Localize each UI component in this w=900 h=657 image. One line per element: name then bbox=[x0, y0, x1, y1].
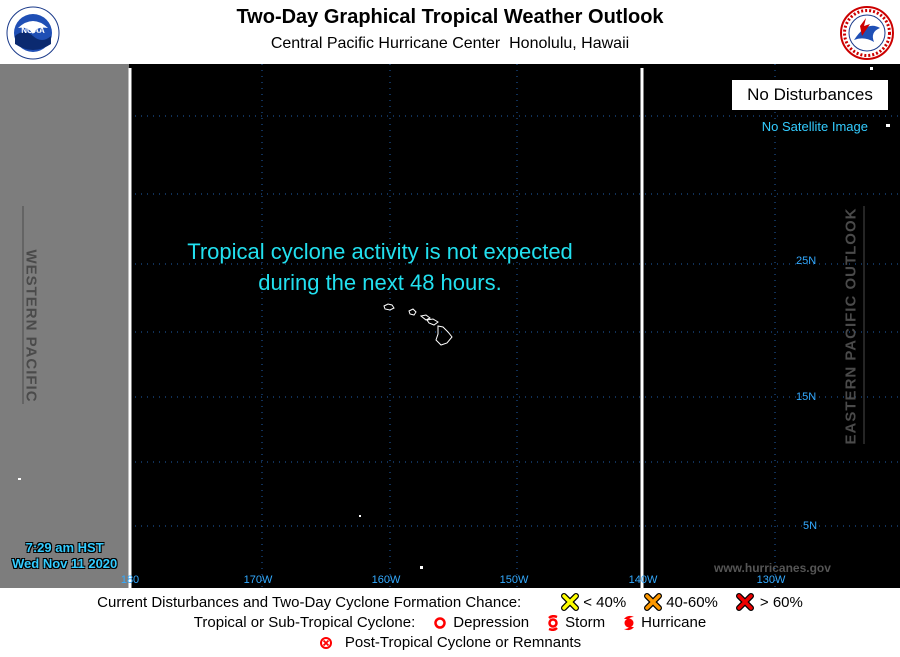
longitude-label-150w: 150W bbox=[499, 574, 529, 586]
longitude-label-170w: 170W bbox=[243, 574, 273, 586]
longitude-label-140w: 140W bbox=[628, 574, 658, 586]
storm-icon bbox=[548, 614, 559, 631]
longitude-label-130w: 130W bbox=[756, 574, 786, 586]
low-chance-x-icon bbox=[561, 593, 580, 611]
legend-row-cyclone: Tropical or Sub-Tropical Cyclone: Depres… bbox=[0, 614, 900, 631]
legend-medium-chance: 40-60% bbox=[666, 593, 718, 611]
eastern-pacific-label: EASTERN PACIFIC OUTLOOK bbox=[842, 207, 860, 445]
no-satellite-note: No Satellite Image bbox=[761, 119, 868, 134]
latitude-label-25n: 25N bbox=[796, 255, 817, 267]
high-chance-x-icon bbox=[735, 593, 754, 611]
svg-text:NOAA: NOAA bbox=[21, 26, 45, 35]
no-disturbances-box: No Disturbances bbox=[731, 79, 889, 111]
timestamp-time: 7:29 am HST bbox=[25, 540, 104, 555]
page-title: Two-Day Graphical Tropical Weather Outlo… bbox=[236, 6, 664, 28]
message-line-1: Tropical cyclone activity is not expecte… bbox=[187, 239, 573, 264]
nws-logo-icon bbox=[840, 6, 894, 60]
depression-icon bbox=[434, 616, 447, 629]
timestamp: 7:29 am HST Wed Nov 11 2020 bbox=[12, 540, 117, 572]
timestamp-date: Wed Nov 11 2020 bbox=[12, 556, 118, 571]
map-graticule bbox=[18, 64, 900, 588]
message-line-2: during the next 48 hours. bbox=[258, 270, 502, 295]
medium-chance-x-icon bbox=[644, 593, 663, 611]
latitude-label-5n: 5N bbox=[803, 520, 818, 532]
legend-hurricane: Hurricane bbox=[641, 614, 707, 631]
outlook-message: Tropical cyclone activity is not expecte… bbox=[140, 236, 620, 298]
hurricane-icon bbox=[624, 615, 635, 630]
legend-disturbance-label: Current Disturbances and Two-Day Cyclone… bbox=[97, 593, 522, 611]
legend-cyclone-label: Tropical or Sub-Tropical Cyclone: bbox=[193, 614, 416, 631]
website-link[interactable]: www.hurricanes.gov bbox=[714, 561, 831, 575]
legend-low-chance: < 40% bbox=[583, 593, 627, 611]
outlook-map: WESTERN PACIFIC EASTERN PACIFIC OUTLOOK … bbox=[0, 64, 900, 588]
hawaiian-islands bbox=[383, 303, 453, 346]
legend-high-chance: > 60% bbox=[759, 593, 803, 611]
legend-storm: Storm bbox=[565, 614, 606, 631]
legend-row-post-tropical: Post-Tropical Cyclone or Remnants bbox=[0, 634, 900, 651]
legend-row-formation-chance: Current Disturbances and Two-Day Cyclone… bbox=[0, 593, 900, 611]
header: NOAA Two-Day Graphical Tropical Weather … bbox=[0, 0, 900, 64]
legend-depression: Depression bbox=[453, 614, 530, 631]
longitude-label-160w: 160W bbox=[371, 574, 401, 586]
western-pacific-band bbox=[0, 64, 129, 588]
longitude-label-180: 180 bbox=[120, 574, 140, 586]
page-subtitle: Central Pacific Hurricane Center Honolul… bbox=[270, 35, 630, 52]
western-pacific-label: WESTERN PACIFIC bbox=[22, 249, 40, 403]
post-tropical-icon bbox=[319, 636, 332, 649]
noaa-logo-icon: NOAA bbox=[6, 6, 60, 60]
latitude-label-15n: 15N bbox=[796, 391, 817, 403]
legend: Current Disturbances and Two-Day Cyclone… bbox=[0, 588, 900, 657]
legend-post-tropical: Post-Tropical Cyclone or Remnants bbox=[344, 634, 582, 651]
